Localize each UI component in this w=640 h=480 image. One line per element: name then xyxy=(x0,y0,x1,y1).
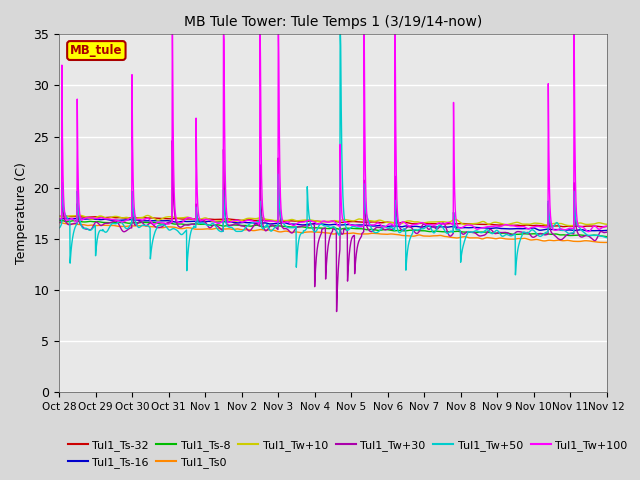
Y-axis label: Temperature (C): Temperature (C) xyxy=(15,162,28,264)
Legend: Tul1_Ts-32, Tul1_Ts-16, Tul1_Ts-8, Tul1_Ts0, Tul1_Tw+10, Tul1_Tw+30, Tul1_Tw+50,: Tul1_Ts-32, Tul1_Ts-16, Tul1_Ts-8, Tul1_… xyxy=(63,436,632,472)
Title: MB Tule Tower: Tule Temps 1 (3/19/14-now): MB Tule Tower: Tule Temps 1 (3/19/14-now… xyxy=(184,15,482,29)
Text: MB_tule: MB_tule xyxy=(70,44,123,57)
